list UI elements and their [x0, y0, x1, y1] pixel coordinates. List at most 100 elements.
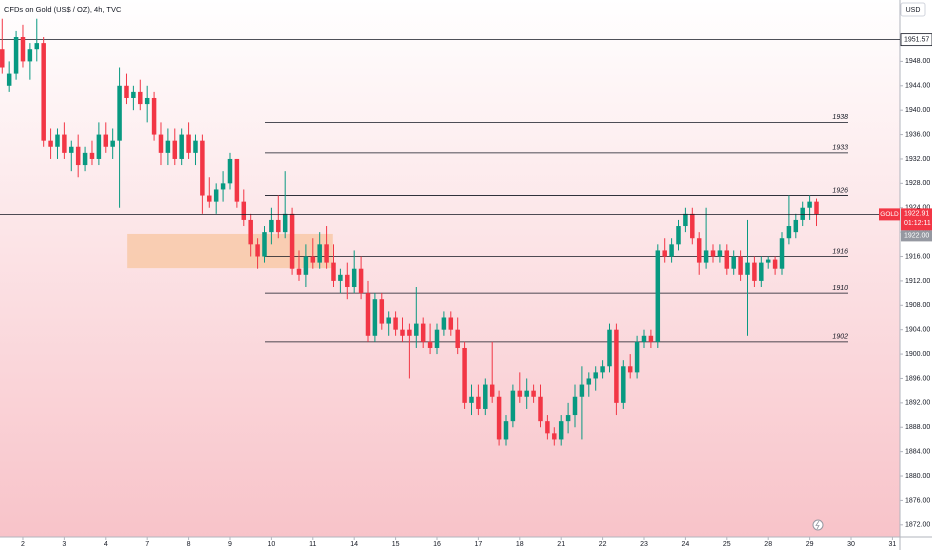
candle-body	[448, 317, 454, 330]
candle-body	[27, 49, 33, 62]
x-tick-label: 24	[682, 541, 690, 548]
candle-body	[483, 384, 488, 409]
x-tick-label: 30	[847, 541, 855, 548]
last-price-label: 1922.91	[904, 211, 929, 218]
level-label: 1902	[832, 334, 848, 341]
candle-body	[690, 213, 695, 239]
y-tick-label: 1888.00	[905, 424, 930, 431]
candle-body	[248, 219, 253, 245]
replay-icon-glyph	[815, 520, 820, 530]
candle-body	[621, 366, 626, 403]
candle-body	[331, 262, 336, 281]
candle-body	[586, 378, 592, 385]
y-tick-label: 1948.00	[905, 58, 930, 65]
y-tick-label: 1924.00	[905, 205, 930, 212]
candle-body	[393, 317, 398, 330]
candle-body	[731, 256, 736, 269]
chart-title: CFDs on Gold (US$ / OZ), 4h, TVC	[4, 5, 122, 14]
candle-body	[669, 244, 674, 257]
x-tick-label: 9	[228, 541, 232, 548]
candle-body	[807, 201, 812, 208]
candle-body	[696, 238, 702, 263]
countdown: 01:12:11	[904, 220, 931, 227]
candle-body	[407, 329, 412, 336]
y-tick-label: 1912.00	[905, 278, 930, 285]
candle-body	[745, 262, 750, 275]
y-tick-label: 1944.00	[905, 83, 930, 90]
candle-body	[138, 91, 143, 105]
candle-body	[420, 323, 426, 342]
x-tick-label: 31	[889, 541, 897, 548]
candle-body	[255, 244, 260, 257]
candle-body	[282, 213, 288, 233]
candle-body	[372, 299, 378, 336]
y-tick-label: 1936.00	[905, 131, 930, 138]
x-tick-label: 25	[723, 541, 731, 548]
candle-body	[317, 244, 322, 263]
y-tick-label: 1932.00	[905, 156, 930, 163]
candle-body	[759, 262, 764, 281]
candle-body	[614, 329, 619, 403]
currency[interactable]: USD	[906, 7, 921, 14]
y-tick-label: 1904.00	[905, 327, 930, 334]
candle-body	[200, 140, 205, 196]
marks	[0, 18, 900, 446]
zone	[127, 233, 333, 269]
candle-body	[683, 213, 688, 227]
candle-body	[310, 256, 316, 263]
level-label: 1926	[832, 187, 848, 194]
candle-body	[379, 299, 385, 324]
candle-body	[207, 195, 212, 202]
candle-body	[476, 396, 481, 409]
candle-body	[241, 201, 247, 220]
candle-body	[710, 250, 716, 257]
extra-label: 1922.00	[904, 233, 929, 240]
candle-body	[738, 256, 743, 275]
x-tick-label: 3	[62, 541, 66, 548]
candle-body	[538, 396, 543, 422]
candle-body	[48, 140, 53, 147]
high-line-label: 1951.57	[904, 36, 929, 43]
candle-body	[717, 250, 723, 257]
level-label: 1933	[832, 145, 848, 152]
y-tick-label: 1872.00	[905, 522, 930, 529]
candle-body	[579, 384, 585, 397]
candle-body	[144, 97, 150, 105]
x-tick-label: 23	[640, 541, 648, 548]
candle-body	[276, 219, 281, 233]
candle-body	[489, 384, 495, 397]
candle-body	[593, 372, 598, 379]
candle-body	[462, 347, 467, 403]
candle-body	[75, 146, 81, 166]
candle-body	[345, 274, 350, 288]
symbol-label: GOLD	[880, 211, 899, 218]
candle-body	[607, 329, 612, 367]
candle-body	[662, 250, 667, 257]
candle-body	[641, 335, 647, 342]
high-line-box	[900, 33, 932, 47]
candle-body	[800, 207, 805, 220]
candle-body	[752, 262, 757, 281]
candle-body	[303, 256, 309, 275]
candle-body	[358, 268, 364, 294]
candle-body	[227, 158, 233, 184]
candle-body	[496, 396, 502, 440]
last-price-box	[901, 208, 932, 231]
candle-body	[676, 226, 681, 245]
x-tick-label: 2	[21, 541, 25, 548]
candle-body	[324, 244, 329, 263]
candle-body	[172, 140, 178, 159]
candle-body	[6, 73, 12, 86]
candle-body	[165, 140, 171, 153]
candle-body	[517, 390, 523, 397]
symbol-box	[879, 208, 900, 221]
candle-body	[220, 183, 226, 190]
candle-body	[572, 396, 578, 416]
candle-body	[103, 134, 109, 147]
candle-body	[600, 366, 605, 373]
currency-box[interactable]	[900, 2, 926, 17]
x-tick-label: 22	[599, 541, 607, 548]
replay-icon[interactable]	[812, 519, 824, 531]
candle-body	[724, 250, 730, 269]
